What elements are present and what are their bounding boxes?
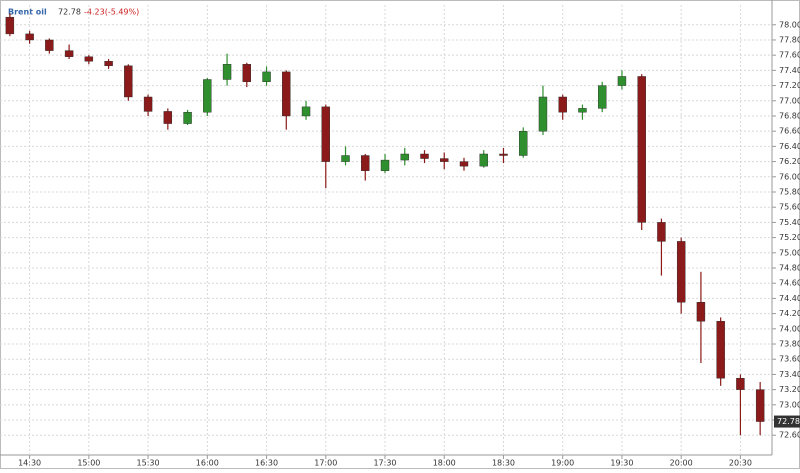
x-tick-label: 19:30	[610, 459, 633, 468]
x-tick-label: 15:00	[77, 459, 100, 468]
y-tick-label: 74.20	[779, 309, 800, 318]
y-tick-label: 77.60	[779, 51, 800, 60]
x-tick-label: 17:30	[373, 459, 396, 468]
candle-body	[676, 241, 686, 303]
y-tick-label: 75.80	[779, 187, 800, 196]
last-price-label: 72.78	[777, 417, 800, 426]
y-tick-label: 76.40	[779, 142, 800, 151]
candle-body	[5, 16, 15, 35]
candle-body	[262, 71, 271, 82]
candle-body	[440, 158, 449, 162]
y-tick-label: 75.40	[779, 218, 800, 227]
candle-body	[104, 61, 113, 67]
candle-body	[479, 153, 488, 167]
y-tick-label: 75.20	[779, 233, 800, 242]
y-tick-label: 73.00	[779, 400, 800, 409]
x-tick-label: 14:30	[18, 459, 41, 468]
candle-body	[282, 71, 291, 117]
candle-body	[400, 153, 409, 161]
x-tick-label: 20:00	[670, 459, 693, 468]
y-tick-label: 76.80	[779, 111, 800, 120]
candle-body	[321, 106, 330, 162]
y-tick-label: 74.00	[779, 324, 800, 333]
y-tick-label: 76.20	[779, 157, 800, 166]
candle-body	[578, 108, 587, 113]
x-tick-label: 20:30	[729, 459, 752, 468]
x-tick-label: 16:00	[196, 459, 219, 468]
x-tick-label: 16:30	[255, 459, 278, 468]
x-tick-label: 17:00	[314, 459, 337, 468]
candle-body	[637, 76, 646, 223]
candle-body	[696, 302, 706, 322]
y-tick-label: 73.20	[779, 385, 800, 394]
y-tick-label: 74.40	[779, 294, 800, 303]
y-tick-label: 77.80	[779, 35, 800, 44]
candle-body	[301, 106, 311, 117]
candle-body	[64, 50, 74, 57]
candle-body	[459, 161, 469, 167]
candle-body	[45, 39, 54, 51]
candle-body	[657, 222, 666, 242]
y-tick-label: 76.60	[779, 127, 800, 136]
candle-body	[538, 96, 548, 132]
candle-body	[242, 64, 252, 82]
y-tick-label: 74.60	[779, 279, 800, 288]
y-tick-label: 75.60	[779, 203, 800, 212]
candle-body	[755, 389, 765, 422]
candle-body	[84, 56, 94, 62]
y-tick-label: 78.00	[779, 20, 800, 29]
candle-body	[25, 33, 34, 41]
y-tick-label: 74.80	[779, 264, 800, 273]
candle-body	[203, 79, 212, 113]
y-tick-label: 73.80	[779, 340, 800, 349]
candle-body	[597, 85, 607, 109]
y-tick-label: 72.60	[779, 431, 800, 440]
candle-body	[341, 155, 350, 162]
y-tick-label: 73.60	[779, 355, 800, 364]
y-tick-label: 77.40	[779, 66, 800, 75]
candle-body	[163, 111, 173, 124]
candle-body	[222, 64, 232, 80]
candle-body	[183, 111, 192, 124]
price-change: -4.23(-5.49%)	[84, 8, 139, 17]
candle-body	[420, 153, 429, 159]
candle-body	[143, 96, 153, 112]
last-price: 72.78	[58, 8, 81, 17]
x-tick-label: 15:30	[137, 459, 160, 468]
y-tick-label: 77.20	[779, 81, 800, 90]
x-tick-label: 19:00	[551, 459, 574, 468]
y-tick-label: 77.00	[779, 96, 800, 105]
y-tick-label: 73.40	[779, 370, 800, 379]
candle-body	[736, 378, 745, 390]
x-tick-label: 18:30	[492, 459, 515, 468]
candle-body	[558, 96, 567, 113]
candle-body	[124, 65, 133, 98]
candle-body	[380, 159, 390, 171]
candle-body	[361, 155, 370, 171]
candle-body	[716, 321, 725, 379]
candle-body	[519, 130, 528, 156]
candle-body	[499, 153, 508, 156]
instrument-name: Brent oil	[8, 8, 47, 17]
x-tick-label: 18:00	[433, 459, 456, 468]
y-tick-label: 76.00	[779, 172, 800, 181]
y-tick-label: 75.00	[779, 248, 800, 257]
candle-body	[617, 76, 627, 86]
last-price-tag	[774, 415, 800, 428]
